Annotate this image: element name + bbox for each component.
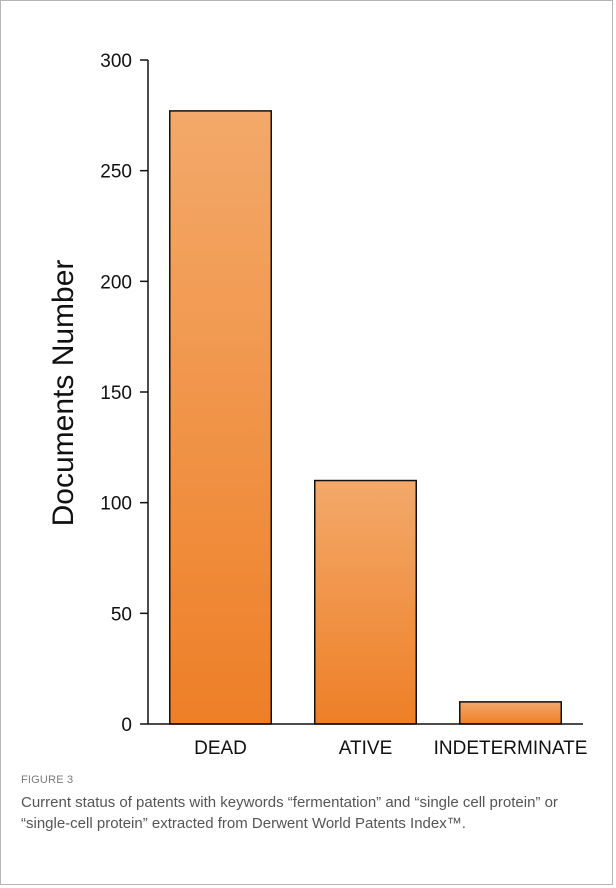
y-tick-label: 150 (100, 383, 132, 404)
figure-caption: Current status of patents with keywords … (21, 794, 558, 832)
y-tick-label: 100 (100, 494, 132, 515)
x-axis-labels: DEAD ATIVE INDETERMINATE (194, 738, 587, 759)
x-tick-label: DEAD (194, 738, 247, 759)
y-axis-title: Documents Number (47, 260, 80, 527)
bar-chart: 0 50 100 150 200 250 300 DEAD ATIVE INDETERMINAT… (47, 51, 587, 759)
figure-label: FIGURE 3 (21, 774, 74, 786)
bars-layer (169, 110, 562, 725)
y-tick-label: 50 (111, 604, 132, 625)
bar-ative (314, 479, 417, 725)
bar-dead (169, 110, 272, 725)
x-tick-label: INDETERMINATE (434, 738, 588, 759)
bar-indeterminate (459, 701, 562, 725)
x-tick-label: ATIVE (339, 738, 393, 759)
y-tick-label: 200 (100, 272, 132, 293)
y-tick-label: 0 (121, 715, 132, 736)
y-axis: 0 50 100 150 200 250 300 (100, 51, 583, 736)
y-tick-label: 300 (100, 51, 132, 72)
y-tick-label: 250 (100, 162, 132, 183)
